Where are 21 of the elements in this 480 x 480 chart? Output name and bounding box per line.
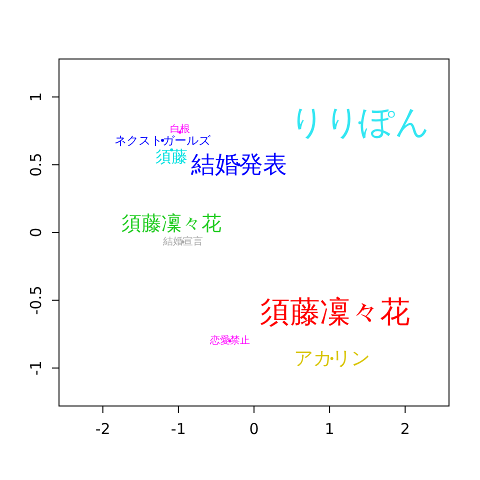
- x-tick-label: -2: [95, 420, 110, 438]
- y-tick-label: 0.5: [27, 152, 45, 177]
- point: [330, 357, 334, 360]
- series-label: アカリン: [294, 348, 370, 370]
- series-label: 須藤: [156, 146, 188, 166]
- y-tick-label: -0.5: [27, 286, 45, 315]
- series-label: 結婚発表: [190, 150, 287, 179]
- x-tick-label: 0: [249, 420, 259, 438]
- y-tick-label: -1: [27, 360, 45, 376]
- x-tick-label: 2: [400, 420, 410, 438]
- series-label: ネクストガールズ: [114, 133, 212, 148]
- y-tick-label: 1: [27, 92, 45, 102]
- series-label: 結婚宣言: [162, 235, 203, 248]
- series-label: りりぽん: [290, 102, 430, 143]
- series-label: 恋愛禁止: [208, 334, 250, 346]
- series-label: 須藤凜々花: [260, 294, 410, 330]
- y-tick-label: 0: [27, 228, 45, 238]
- x-tick-label: -1: [170, 420, 186, 438]
- series-label: 白根: [170, 123, 190, 136]
- x-tick-label: 1: [324, 420, 334, 438]
- series-label: 須藤凜々花: [122, 211, 222, 236]
